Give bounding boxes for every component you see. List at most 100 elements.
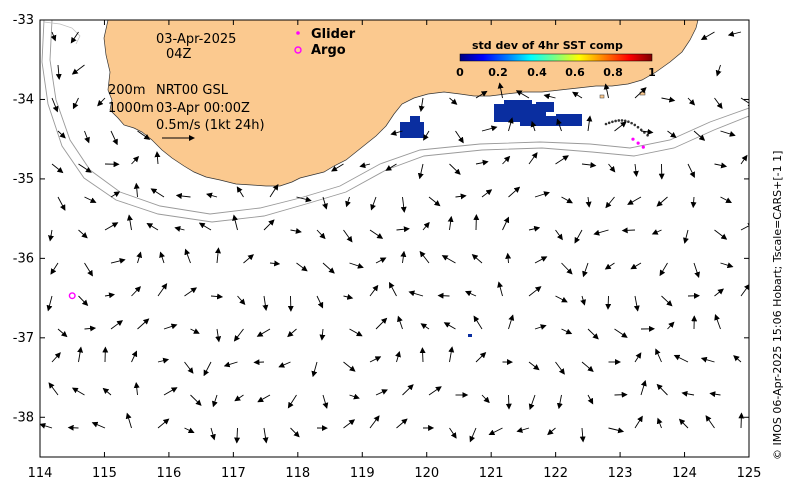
current-vector bbox=[343, 229, 353, 243]
current-vector bbox=[369, 415, 380, 429]
glider-trail-dot bbox=[617, 119, 621, 122]
current-vector bbox=[137, 130, 151, 140]
current-vector bbox=[184, 427, 195, 433]
current-vector bbox=[369, 284, 379, 297]
current-vector bbox=[621, 227, 636, 234]
current-vector bbox=[585, 196, 592, 208]
current-vector bbox=[693, 262, 700, 279]
current-vector bbox=[572, 91, 583, 99]
current-vector bbox=[331, 163, 344, 172]
current-vector bbox=[534, 191, 550, 198]
current-vector bbox=[396, 418, 408, 429]
current-vector bbox=[448, 346, 455, 363]
current-vector bbox=[443, 322, 456, 330]
current-vector bbox=[555, 155, 569, 165]
current-vector bbox=[428, 196, 441, 207]
current-vector bbox=[547, 427, 556, 436]
current-vector bbox=[475, 159, 489, 166]
glider-trail-dot bbox=[633, 123, 637, 127]
glider-trail-dot bbox=[614, 119, 617, 123]
current-vector bbox=[714, 162, 728, 169]
current-vector bbox=[667, 130, 677, 139]
current-vector bbox=[51, 97, 59, 113]
current-vector bbox=[71, 64, 85, 75]
current-vector bbox=[634, 415, 643, 429]
current-vector bbox=[530, 120, 537, 132]
current-vector bbox=[581, 162, 597, 168]
current-vector bbox=[555, 229, 563, 241]
colorbar-tick: 0.4 bbox=[527, 66, 547, 79]
current-vector bbox=[561, 262, 573, 275]
current-vector bbox=[700, 31, 715, 41]
current-vector bbox=[408, 290, 424, 297]
current-vector bbox=[150, 188, 165, 198]
y-tick-label: -38 bbox=[13, 410, 34, 425]
current-vector bbox=[507, 117, 514, 132]
current-vector bbox=[385, 163, 397, 171]
current-vector bbox=[656, 196, 668, 207]
current-vector bbox=[223, 361, 238, 368]
current-vector bbox=[316, 295, 324, 309]
current-vector bbox=[215, 247, 221, 264]
current-vector bbox=[419, 250, 430, 264]
current-vector bbox=[396, 226, 410, 233]
current-vector bbox=[262, 427, 269, 444]
x-tick-label: 116 bbox=[156, 466, 181, 481]
glider-trail-dot bbox=[604, 122, 608, 126]
current-vector bbox=[608, 163, 616, 173]
current-vector bbox=[630, 262, 642, 270]
current-vector bbox=[84, 196, 97, 203]
current-vector bbox=[397, 315, 403, 330]
current-vector bbox=[651, 229, 662, 235]
current-vector bbox=[727, 30, 742, 37]
contour-coastal bbox=[43, 21, 81, 45]
current-vector bbox=[418, 97, 425, 112]
current-vector bbox=[534, 256, 548, 264]
current-vector bbox=[475, 352, 487, 363]
current-vector bbox=[556, 118, 562, 132]
x-tick-label: 123 bbox=[608, 466, 633, 481]
current-vector bbox=[50, 31, 57, 42]
current-vector bbox=[605, 196, 615, 209]
current-vector bbox=[738, 412, 745, 429]
current-vector bbox=[40, 422, 53, 429]
colorbar-gradient bbox=[459, 53, 653, 62]
glider-trail-dot bbox=[627, 120, 630, 124]
current-vector bbox=[659, 262, 668, 277]
current-vector bbox=[528, 286, 542, 297]
current-vector bbox=[555, 361, 565, 375]
x-tick-label: 122 bbox=[543, 466, 568, 481]
argo-circle-icon bbox=[294, 46, 302, 54]
current-vector bbox=[184, 287, 198, 297]
x-tick-label: 118 bbox=[285, 466, 310, 481]
current-vector bbox=[257, 394, 271, 403]
current-vector bbox=[687, 97, 696, 106]
current-vector bbox=[349, 328, 363, 337]
current-vector bbox=[77, 346, 84, 363]
current-vector bbox=[97, 97, 106, 107]
current-vector bbox=[210, 427, 216, 441]
current-vector bbox=[322, 262, 335, 274]
plot-frame bbox=[39, 19, 750, 458]
current-vector bbox=[678, 418, 689, 429]
x-tick-label: 115 bbox=[92, 466, 117, 481]
current-vector bbox=[57, 196, 66, 211]
current-vector bbox=[102, 387, 112, 396]
current-vector bbox=[133, 182, 140, 198]
sst-speckle bbox=[468, 334, 472, 337]
current-vector bbox=[236, 186, 244, 198]
current-vector bbox=[110, 257, 126, 264]
current-vector bbox=[632, 163, 639, 177]
current-vector bbox=[159, 251, 165, 264]
current-vector bbox=[154, 151, 161, 165]
current-vector bbox=[709, 391, 721, 398]
current-vector bbox=[475, 90, 488, 99]
map-time: 04Z bbox=[166, 47, 192, 62]
current-vector bbox=[349, 262, 364, 269]
current-vector bbox=[505, 252, 512, 264]
current-vector bbox=[395, 350, 401, 363]
x-tick-label: 114 bbox=[28, 466, 53, 481]
current-vector bbox=[488, 427, 503, 436]
current-vector bbox=[561, 328, 573, 335]
current-vector bbox=[70, 31, 79, 44]
